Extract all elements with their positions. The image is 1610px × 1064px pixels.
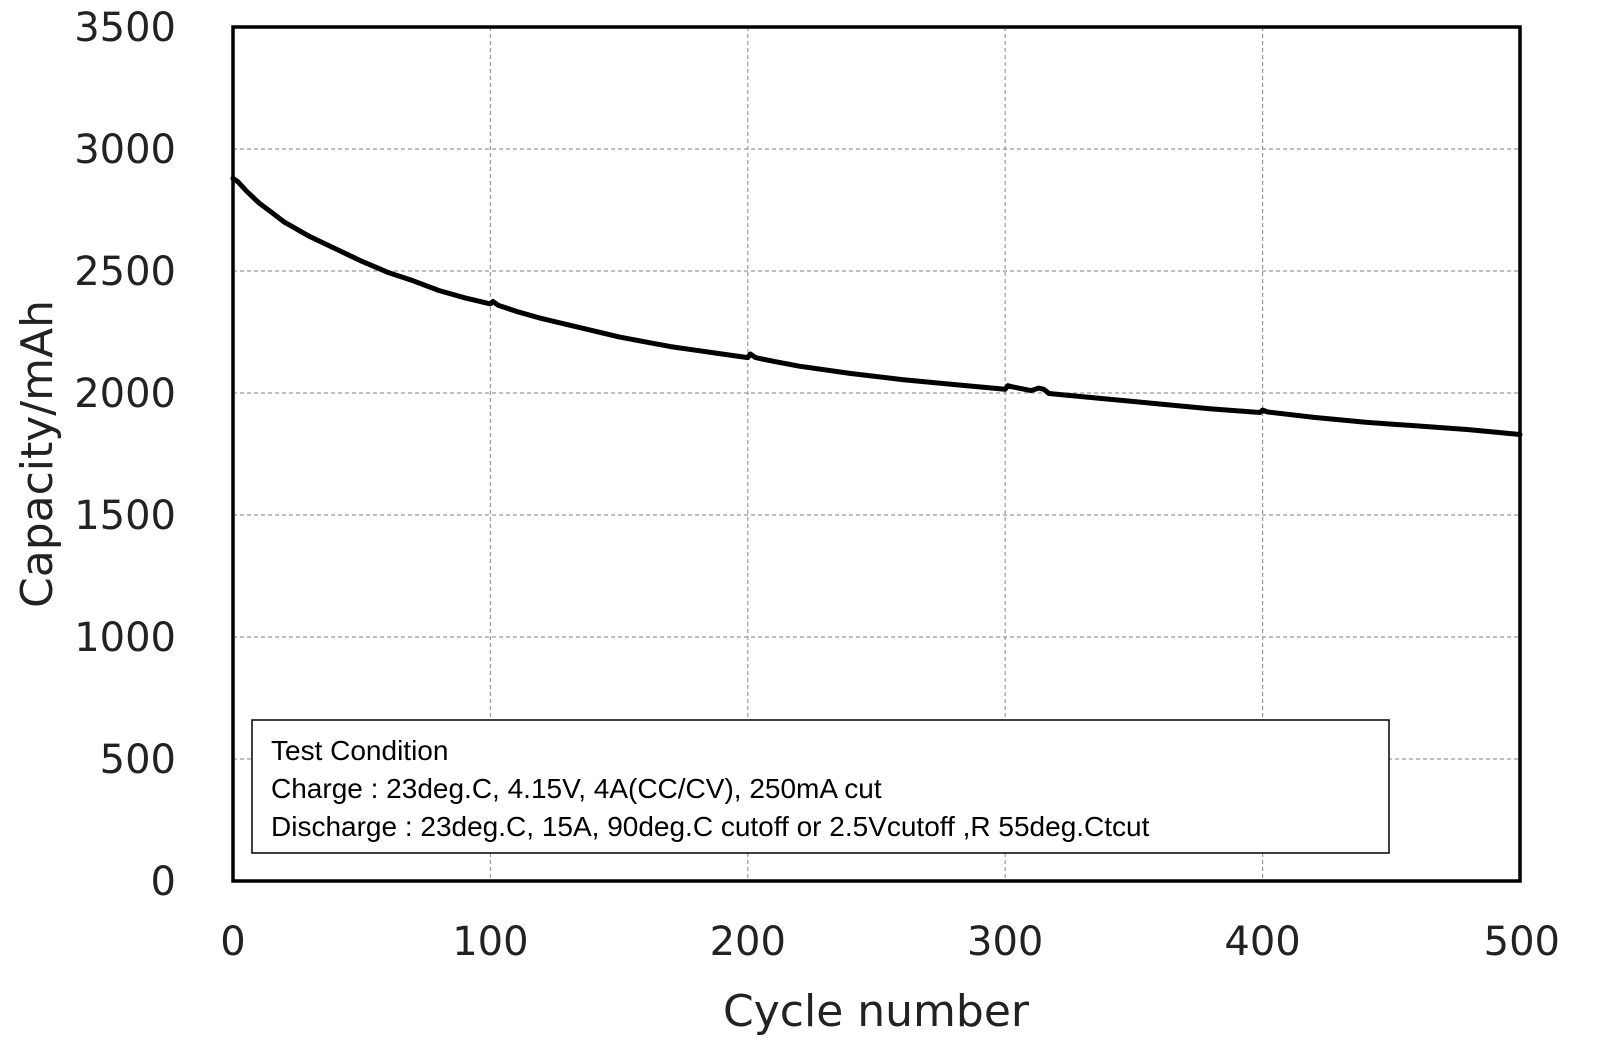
y-tick-label: 2500 xyxy=(74,249,176,295)
annotation-line-1: Test Condition xyxy=(271,735,448,766)
x-tick-label: 300 xyxy=(967,919,1043,965)
annotation-line-2: Charge : 23deg.C, 4.15V, 4A(CC/CV), 250m… xyxy=(271,773,882,804)
y-tick-label: 3000 xyxy=(74,127,176,173)
y-axis-title: Capacity/mAh xyxy=(12,300,63,608)
y-tick-label: 0 xyxy=(151,859,176,905)
annotation-line-3: Discharge : 23deg.C, 15A, 90deg.C cutoff… xyxy=(271,811,1150,842)
annotation-box xyxy=(251,719,1390,854)
y-tick-label: 1500 xyxy=(74,493,176,539)
plot-frame xyxy=(231,25,1522,883)
y-tick-label: 2000 xyxy=(74,371,176,417)
x-axis-title: Cycle number xyxy=(723,986,1030,1037)
x-tick-label: 200 xyxy=(710,919,786,965)
x-axis-ticks: 0 100 200 300 400 500 xyxy=(220,919,1560,965)
test-condition-box: Test Condition Charge : 23deg.C, 4.15V, … xyxy=(251,719,1390,854)
y-axis-ticks: 0 500 1000 1500 2000 2500 3000 3500 xyxy=(74,5,176,905)
x-tick-label: 400 xyxy=(1224,919,1300,965)
capacity-series-line xyxy=(230,175,1523,437)
x-tick-label: 500 xyxy=(1484,919,1560,965)
y-tick-label: 1000 xyxy=(74,615,176,661)
y-tick-label: 3500 xyxy=(74,5,176,51)
x-tick-label: 100 xyxy=(452,919,528,965)
x-tick-label: 0 xyxy=(220,919,245,965)
y-tick-label: 500 xyxy=(100,737,176,783)
